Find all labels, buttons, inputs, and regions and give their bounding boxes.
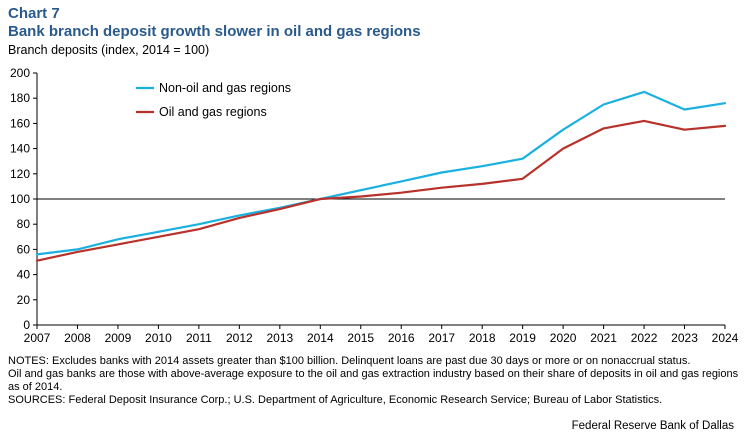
y-tick-label: 120 bbox=[10, 167, 30, 181]
legend-label-oil: Oil and gas regions bbox=[159, 105, 267, 119]
x-tick-label: 2008 bbox=[64, 331, 91, 345]
x-tick-label: 2011 bbox=[186, 331, 212, 345]
attribution: Federal Reserve Bank of Dallas bbox=[571, 420, 734, 432]
y-axis: 0 20 40 60 80 100 120 140 160 180 200 bbox=[10, 66, 38, 332]
legend-label-non-oil: Non-oil and gas regions bbox=[159, 81, 291, 95]
legend: Non-oil and gas regions Oil and gas regio… bbox=[136, 81, 291, 119]
chart-title: Bank branch deposit growth slower in oil… bbox=[8, 23, 421, 40]
x-tick-label: 2024 bbox=[712, 331, 739, 345]
series-line-oil bbox=[35, 119, 727, 262]
x-tick-label: 2021 bbox=[590, 331, 617, 345]
x-tick-label: 2023 bbox=[671, 331, 698, 345]
x-tick-label: 2020 bbox=[550, 331, 577, 345]
x-tick-label: 2018 bbox=[469, 331, 496, 345]
y-tick-label: 160 bbox=[10, 116, 30, 130]
x-tick-label: 2016 bbox=[388, 331, 415, 345]
x-tick-label: 2015 bbox=[347, 331, 374, 345]
x-tick-label: 2012 bbox=[226, 331, 253, 345]
chart-notes: NOTES: Excludes banks with 2014 assets g… bbox=[8, 355, 742, 407]
notes-line-2: Oil and gas banks are those with above-a… bbox=[8, 368, 739, 393]
y-tick-label: 20 bbox=[17, 293, 31, 307]
y-tick-label: 100 bbox=[10, 192, 30, 206]
y-tick-label: 180 bbox=[10, 91, 30, 105]
x-tick-label: 2019 bbox=[509, 331, 536, 345]
line-chart: 0 20 40 60 80 100 120 140 160 180 200 2007 2008 2009… bbox=[10, 66, 739, 345]
series-line-non-oil bbox=[35, 90, 727, 256]
x-tick-label: 2007 bbox=[24, 331, 51, 345]
sources-line: SOURCES: Federal Deposit Insurance Corp.… bbox=[8, 394, 663, 406]
notes-line-1: NOTES: Excludes banks with 2014 assets g… bbox=[8, 355, 691, 367]
x-tick-label: 2009 bbox=[105, 331, 132, 345]
y-tick-label: 60 bbox=[17, 242, 31, 256]
series-lines bbox=[35, 90, 727, 262]
y-tick-label: 0 bbox=[23, 318, 30, 332]
y-tick-label: 80 bbox=[17, 217, 31, 231]
y-tick-label: 40 bbox=[17, 268, 31, 282]
x-tick-label: 2017 bbox=[428, 331, 455, 345]
x-tick-label: 2010 bbox=[145, 331, 172, 345]
x-tick-label: 2014 bbox=[307, 331, 334, 345]
y-tick-label: 200 bbox=[10, 66, 30, 80]
x-tick-label: 2013 bbox=[266, 331, 293, 345]
x-axis: 2007 2008 2009 2010 2011 2012 2013 2014 2015 2016… bbox=[24, 324, 739, 345]
x-tick-label: 2022 bbox=[631, 331, 658, 345]
y-tick-label: 140 bbox=[10, 142, 30, 156]
chart-number: Chart 7 bbox=[8, 5, 60, 22]
y-axis-label: Branch deposits (index, 2014 = 100) bbox=[8, 43, 210, 57]
